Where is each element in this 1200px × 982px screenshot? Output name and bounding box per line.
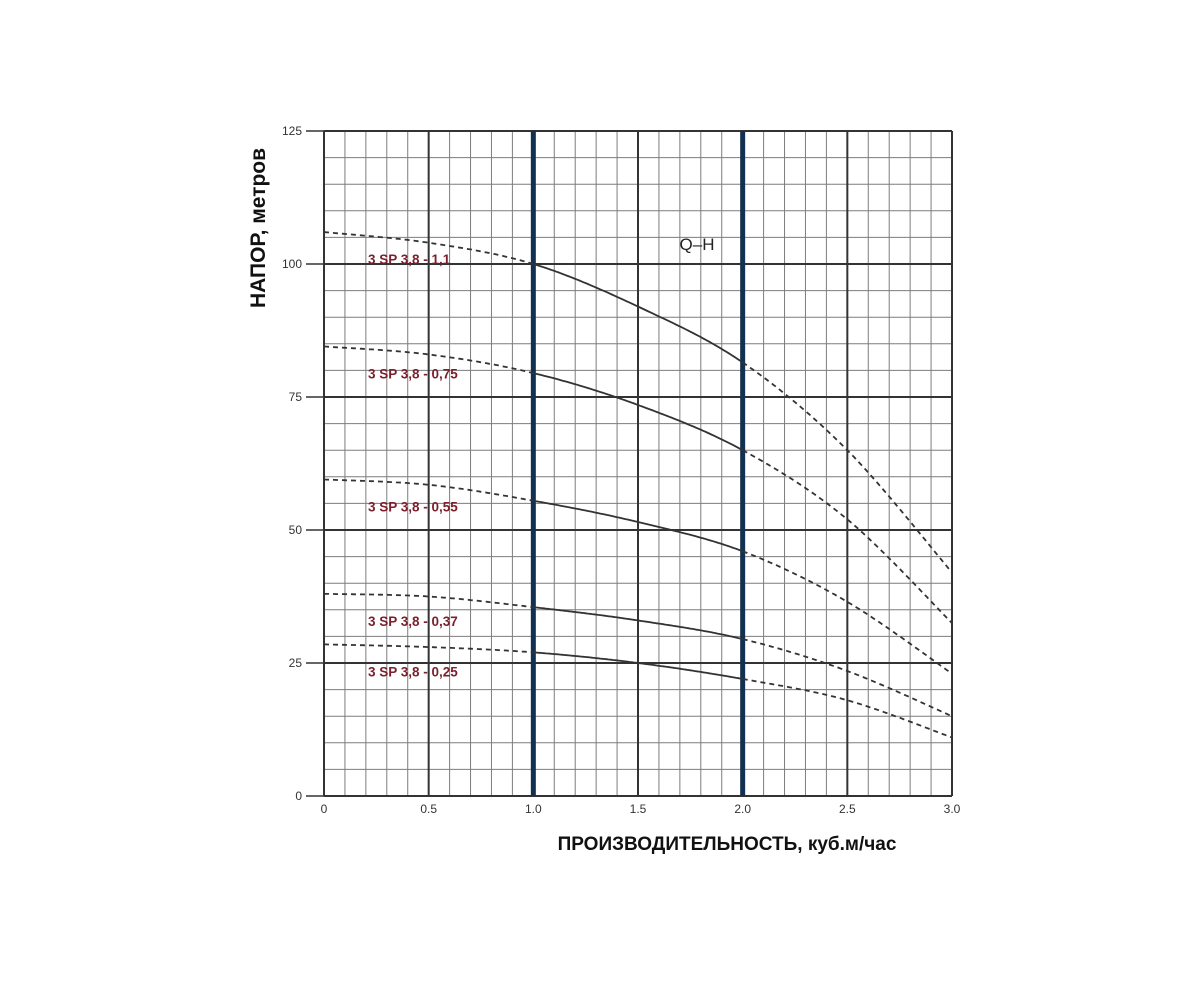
series-labels: 3 SP 3,8 - 1,1 3 SP 3,8 - 0,75 3 SP 3,8 - … bbox=[368, 252, 458, 679]
y-tick-label: 50 bbox=[289, 523, 303, 537]
y-tick-label: 125 bbox=[282, 124, 302, 138]
grid-major bbox=[306, 130, 953, 797]
series-label: 3 SP 3,8 - 0,55 bbox=[368, 499, 458, 514]
y-tick-label: 25 bbox=[289, 656, 303, 670]
performance-curves bbox=[323, 231, 953, 739]
y-axis-title: НАПОР, метров bbox=[247, 148, 270, 308]
working-range-lines bbox=[530, 131, 746, 796]
series-label: 3 SP 3,8 - 1,1 bbox=[368, 252, 451, 267]
curve-segment-working bbox=[533, 263, 744, 364]
curve-segment-high bbox=[742, 678, 953, 739]
curve-segment-low bbox=[324, 345, 534, 374]
series-label: 3 SP 3,8 - 0,75 bbox=[368, 366, 458, 381]
curve-segment-working bbox=[533, 651, 743, 680]
y-tick-label: 0 bbox=[295, 789, 302, 803]
curve-segment-low bbox=[323, 231, 534, 265]
x-tick-label: 0.5 bbox=[420, 802, 437, 816]
y-tick-label: 75 bbox=[289, 390, 303, 404]
x-tick-label: 3.0 bbox=[944, 802, 961, 816]
y-tick-labels: 0 25 50 75 100 125 bbox=[282, 124, 302, 803]
x-tick-labels: 0 0.5 1.0 1.5 2.0 2.5 3.0 bbox=[321, 802, 961, 816]
x-tick-label: 1.5 bbox=[630, 802, 647, 816]
curve-segment-high bbox=[742, 638, 953, 718]
curve-segment-low bbox=[323, 592, 534, 608]
curve-segment-working bbox=[533, 499, 744, 553]
curve-segment-high bbox=[742, 449, 953, 624]
y-tick-label: 100 bbox=[282, 257, 302, 271]
curve-segment-low bbox=[324, 478, 534, 502]
curve-segment-low bbox=[324, 643, 534, 654]
x-axis-title: ПРОИЗВОДИТЕЛЬНОСТЬ, куб.м/час bbox=[558, 834, 897, 855]
annotation-q-h: Q–H bbox=[680, 235, 715, 254]
x-tick-label: 1.0 bbox=[525, 802, 542, 816]
x-tick-label: 2.0 bbox=[734, 802, 751, 816]
x-tick-label: 2.5 bbox=[839, 802, 856, 816]
curve-segment-high bbox=[742, 550, 953, 675]
curve-segment-working bbox=[533, 372, 744, 451]
x-tick-label: 0 bbox=[321, 802, 328, 816]
series-label: 3 SP 3,8 - 0,37 bbox=[368, 614, 458, 629]
curve-segment-working bbox=[533, 606, 743, 640]
curve-segment-high bbox=[742, 361, 953, 574]
series-label: 3 SP 3,8 - 0,25 bbox=[368, 664, 458, 679]
